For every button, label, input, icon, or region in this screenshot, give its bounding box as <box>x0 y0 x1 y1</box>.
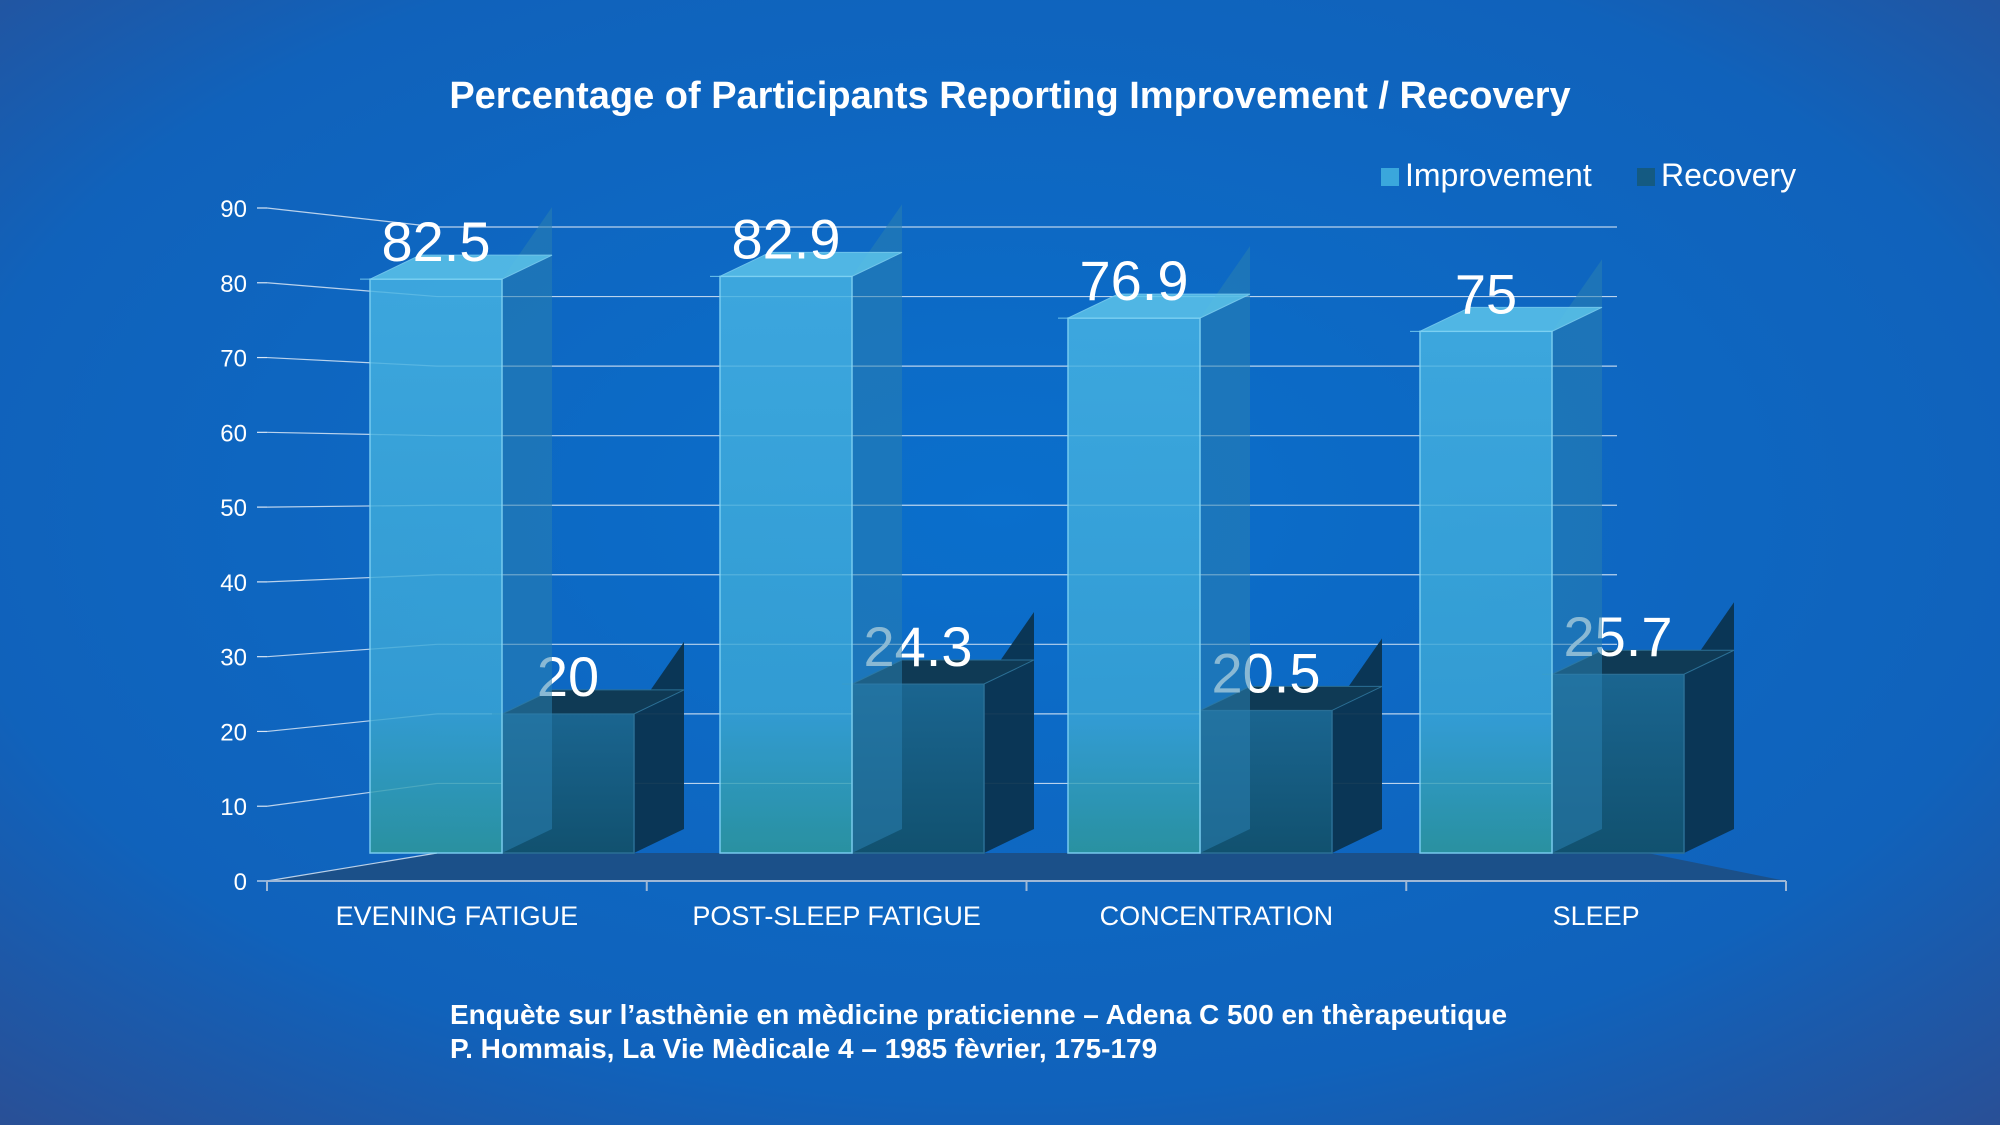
source-citation: Enquète sur l’asthènie en mèdicine prati… <box>450 999 1507 1064</box>
x-category-label: CONCENTRATION <box>1100 901 1334 931</box>
y-tick-label: 60 <box>220 420 247 447</box>
perspective-gridline <box>266 852 438 882</box>
legend-swatch-recovery <box>1637 168 1655 186</box>
improvement-bar-top <box>710 251 903 277</box>
improvement-bar <box>1419 330 1553 854</box>
legend-swatch-improvement <box>1381 168 1399 186</box>
y-tick-label: 40 <box>220 570 247 597</box>
x-category-label: POST-SLEEP FATIGUE <box>692 901 981 931</box>
x-category-label: EVENING FATIGUE <box>336 901 579 931</box>
source-line-1: Enquète sur l’asthènie en mèdicine prati… <box>450 999 1507 1030</box>
improvement-bar-side <box>852 204 902 853</box>
y-tick-label: 70 <box>220 346 247 373</box>
chart-floor <box>267 853 1786 881</box>
legend-label-improvement: Improvement <box>1405 157 1592 193</box>
legend: Improvement Recovery <box>1381 157 1796 193</box>
improvement-bar-top <box>1410 306 1603 332</box>
improvement-bar-side <box>502 207 552 853</box>
perspective-gridline <box>266 207 438 228</box>
improvement-data-label: 82.5 <box>382 210 491 273</box>
improvement-bar-top <box>1058 293 1251 319</box>
y-tick-label: 20 <box>220 719 247 746</box>
improvement-data-label: 75 <box>1455 262 1517 325</box>
y-tick-label: 50 <box>220 495 247 522</box>
y-tick-label: 0 <box>234 869 247 896</box>
improvement-data-label: 76.9 <box>1080 249 1189 312</box>
improvement-bar <box>369 278 503 854</box>
y-tick-label: 30 <box>220 645 247 672</box>
improvement-bar-top <box>360 254 553 280</box>
x-category-label: SLEEP <box>1553 901 1640 931</box>
improvement-bar-side <box>1552 259 1602 853</box>
improvement-bar <box>719 275 853 854</box>
improvement-bar <box>1067 317 1201 854</box>
y-tick-label: 80 <box>220 271 247 298</box>
y-tick-label: 10 <box>220 794 247 821</box>
improvement-bar-side <box>1200 246 1250 853</box>
improvement-data-label: 82.9 <box>732 207 841 270</box>
chart-title: Percentage of Participants Reporting Imp… <box>449 75 1570 117</box>
source-line-2: P. Hommais, La Vie Mèdicale 4 – 1985 fèv… <box>450 1033 1157 1064</box>
y-tick-label: 90 <box>220 196 247 223</box>
legend-label-recovery: Recovery <box>1661 157 1796 193</box>
